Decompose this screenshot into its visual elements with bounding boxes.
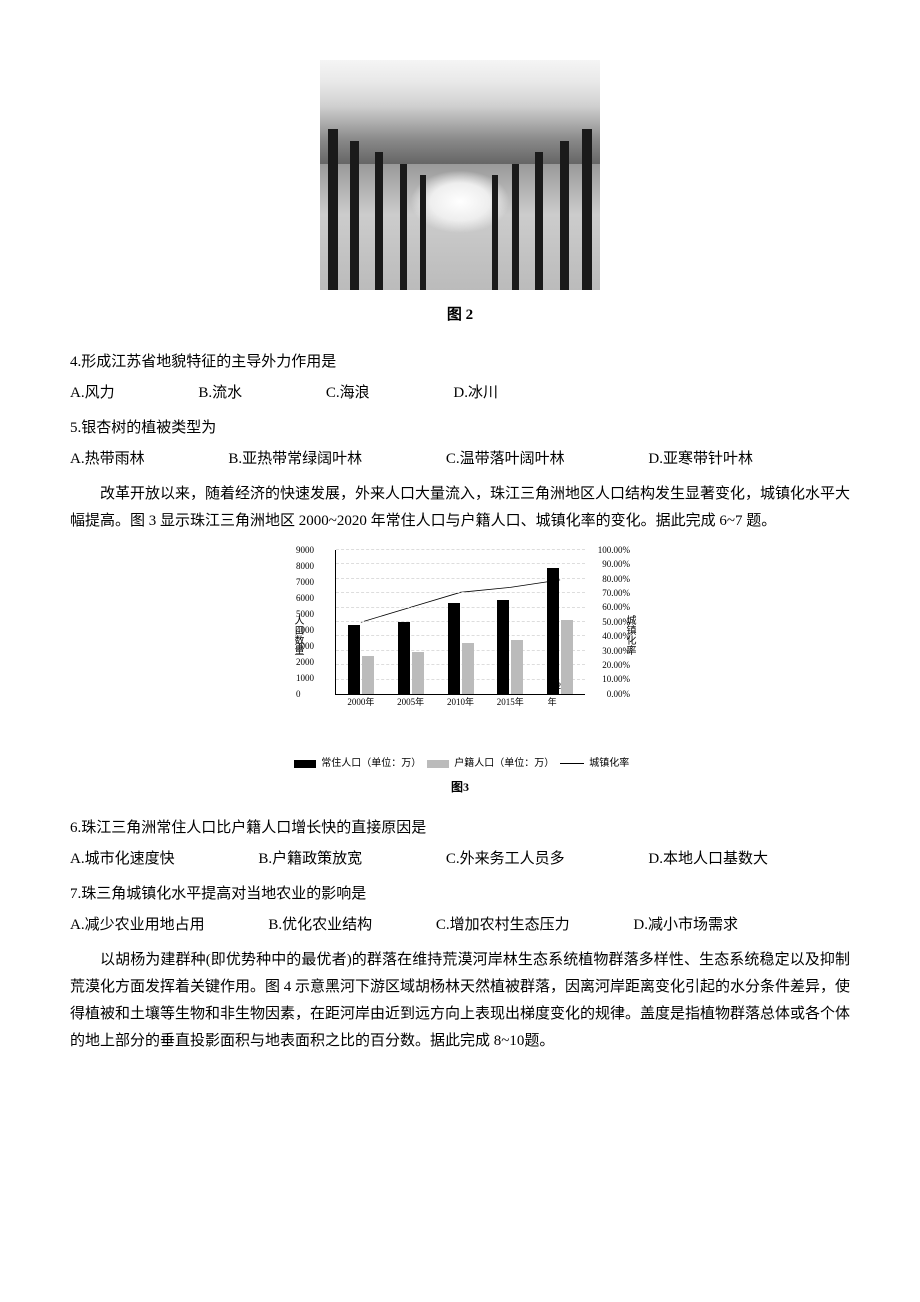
tree-path-photo <box>320 60 600 290</box>
question-4-options: A.风力 B.流水 C.海浪 D.冰川 <box>70 380 850 407</box>
question-6-options: A.城市化速度快 B.户籍政策放宽 C.外来务工人员多 D.本地人口基数大 <box>70 846 850 873</box>
q5-option-d: D.亚寒带针叶林 <box>648 446 753 473</box>
question-6-text: 6.珠江三角洲常住人口比户籍人口增长快的直接原因是 <box>70 815 850 842</box>
legend-urbanization: 城镇化率 <box>589 758 629 769</box>
q6-option-a: A.城市化速度快 <box>70 846 175 873</box>
question-7-options: A.减少农业用地占用 B.优化农业结构 C.增加农村生态压力 D.减小市场需求 <box>70 912 850 939</box>
figure-2: 图 2 <box>70 60 850 329</box>
q4-option-a: A.风力 <box>70 380 115 407</box>
chart-plot-area: 01000200030004000500060007000800090000.0… <box>335 550 585 695</box>
q4-option-b: B.流水 <box>198 380 242 407</box>
q7-option-d: D.减小市场需求 <box>633 912 738 939</box>
question-5-options: A.热带雨林 B.亚热带常绿阔叶林 C.温带落叶阔叶林 D.亚寒带针叶林 <box>70 446 850 473</box>
q5-option-a: A.热带雨林 <box>70 446 145 473</box>
q5-option-c: C.温带落叶阔叶林 <box>446 446 565 473</box>
q7-option-b: B.优化农业结构 <box>268 912 372 939</box>
q5-option-b: B.亚热带常绿阔叶林 <box>228 446 362 473</box>
question-7-text: 7.珠三角城镇化水平提高对当地农业的影响是 <box>70 881 850 908</box>
q4-option-c: C.海浪 <box>326 380 370 407</box>
q7-option-c: C.增加农村生态压力 <box>436 912 570 939</box>
q7-option-a: A.减少农业用地占用 <box>70 912 205 939</box>
chart-3: 人口数量 城镇化率 010002000300040005000600070008… <box>280 545 640 745</box>
legend-swatch-resident <box>294 760 316 768</box>
figure-2-caption: 图 2 <box>70 302 850 329</box>
q6-option-b: B.户籍政策放宽 <box>258 846 362 873</box>
q6-option-d: D.本地人口基数大 <box>648 846 768 873</box>
passage-prd: 改革开放以来，随着经济的快速发展，外来人口大量流入，珠江三角洲地区人口结构发生显… <box>70 481 850 535</box>
passage-huyang: 以胡杨为建群种(即优势种中的最优者)的群落在维持荒漠河岸林生态系统植物群落多样性… <box>70 947 850 1055</box>
q6-option-c: C.外来务工人员多 <box>446 846 565 873</box>
q4-option-d: D.冰川 <box>453 380 498 407</box>
question-4-text: 4.形成江苏省地貌特征的主导外力作用是 <box>70 349 850 376</box>
question-5-text: 5.银杏树的植被类型为 <box>70 415 850 442</box>
